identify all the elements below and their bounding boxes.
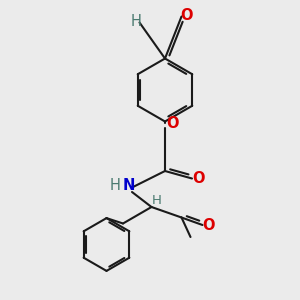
Text: H: H	[130, 14, 141, 28]
Text: H: H	[152, 194, 162, 207]
Text: O: O	[202, 218, 215, 232]
Text: O: O	[181, 8, 193, 22]
Text: N: N	[123, 178, 135, 194]
Text: O: O	[166, 116, 179, 130]
Text: H: H	[110, 178, 121, 194]
Text: O: O	[192, 171, 204, 186]
